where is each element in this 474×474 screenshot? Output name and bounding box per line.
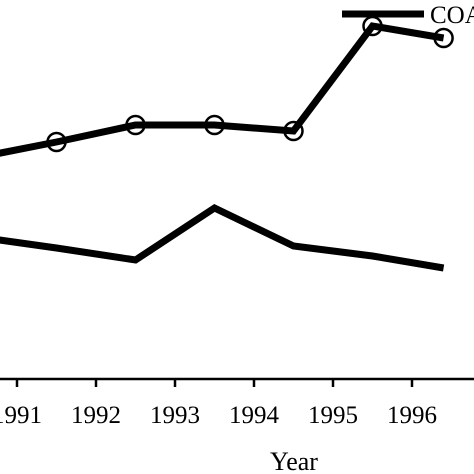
data-point-marker — [125, 114, 146, 136]
series-layer — [0, 15, 454, 272]
data-point-marker — [46, 131, 67, 153]
x-tick-label: 1993 — [150, 402, 200, 429]
x-tick-label: 1996 — [387, 402, 437, 429]
x-axis-title: Year — [270, 447, 318, 474]
x-tick-label: 1992 — [71, 402, 121, 429]
data-point-marker — [362, 15, 383, 37]
legend-label: COA — [430, 2, 474, 29]
x-tick-label: 1994 — [229, 402, 280, 429]
x-tick-label: 1991 — [0, 402, 42, 429]
series-line-plain — [0, 203, 445, 272]
data-point-marker — [283, 120, 304, 142]
data-point-marker — [204, 114, 225, 136]
x-axis-ticks: 1991199219931994199519961 — [0, 379, 437, 429]
legend: COA — [342, 2, 474, 29]
x-tick-label: 1995 — [308, 402, 358, 429]
series-line-circle-markers — [0, 22, 445, 157]
data-point-marker — [433, 27, 454, 49]
